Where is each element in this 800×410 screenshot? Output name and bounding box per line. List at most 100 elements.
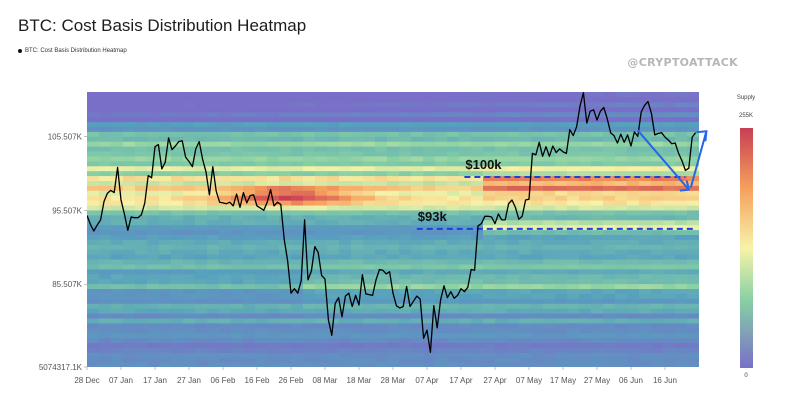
heatmap-cell bbox=[315, 165, 328, 172]
heatmap-cell bbox=[663, 244, 676, 250]
heatmap-cell bbox=[639, 239, 652, 245]
heatmap-cell bbox=[603, 308, 616, 314]
heatmap-cell bbox=[315, 204, 328, 211]
heatmap-cell bbox=[459, 106, 472, 113]
heatmap-cell bbox=[459, 111, 472, 118]
heatmap-cell bbox=[183, 317, 196, 324]
heatmap-cell bbox=[399, 362, 412, 367]
heatmap-cell bbox=[135, 322, 148, 329]
heatmap-cell bbox=[303, 332, 316, 339]
heatmap-cell bbox=[195, 224, 208, 231]
heatmap-cell bbox=[459, 254, 472, 260]
heatmap-cell bbox=[411, 96, 424, 103]
heatmap-cell bbox=[663, 219, 676, 226]
heatmap-cell bbox=[171, 342, 184, 348]
heatmap-cell bbox=[267, 229, 280, 236]
heatmap-cell bbox=[471, 126, 484, 132]
heatmap-cell bbox=[279, 303, 292, 309]
heatmap-cell bbox=[99, 214, 112, 221]
heatmap-cell bbox=[543, 160, 556, 167]
heatmap-cell bbox=[651, 258, 664, 265]
heatmap-cell bbox=[603, 121, 616, 127]
heatmap-cell bbox=[411, 200, 424, 206]
heatmap-cell bbox=[255, 332, 268, 339]
heatmap-cell bbox=[567, 288, 580, 294]
heatmap-cell bbox=[111, 92, 124, 98]
heatmap-cell bbox=[591, 352, 604, 358]
heatmap-cell bbox=[363, 146, 376, 152]
heatmap-cell bbox=[687, 146, 699, 152]
heatmap-cell bbox=[687, 165, 699, 172]
heatmap-cell bbox=[507, 121, 520, 127]
heatmap-cell bbox=[435, 165, 448, 172]
heatmap-cell bbox=[147, 229, 160, 236]
heatmap-cell bbox=[159, 342, 172, 348]
heatmap-cell bbox=[411, 283, 424, 290]
heatmap-cell bbox=[111, 131, 124, 137]
heatmap-cell bbox=[627, 106, 640, 113]
heatmap-cell bbox=[183, 170, 196, 177]
heatmap-cell bbox=[111, 224, 124, 231]
heatmap-cell bbox=[579, 332, 592, 339]
heatmap-cell bbox=[267, 204, 280, 211]
heatmap-cell bbox=[327, 239, 340, 245]
heatmap-cell bbox=[231, 249, 244, 255]
heatmap-cell bbox=[459, 229, 472, 236]
heatmap-cell bbox=[399, 131, 412, 137]
heatmap-cell bbox=[531, 180, 544, 186]
heatmap-cell bbox=[267, 317, 280, 324]
heatmap-cell bbox=[447, 322, 460, 329]
heatmap-cell bbox=[255, 268, 268, 275]
heatmap-cell bbox=[183, 362, 196, 367]
heatmap-cell bbox=[207, 268, 220, 275]
heatmap-cell bbox=[279, 121, 292, 127]
heatmap-cell bbox=[363, 229, 376, 236]
heatmap-cell bbox=[147, 234, 160, 240]
heatmap-cell bbox=[399, 121, 412, 127]
heatmap-cell bbox=[231, 342, 244, 348]
heatmap-cell bbox=[519, 229, 532, 236]
heatmap-cell bbox=[327, 175, 340, 181]
heatmap-cell bbox=[519, 317, 532, 324]
heatmap-cell bbox=[99, 263, 112, 270]
heatmap-cell bbox=[459, 204, 472, 211]
heatmap-cell bbox=[375, 254, 388, 260]
heatmap-cell bbox=[339, 258, 352, 265]
heatmap-cell bbox=[519, 308, 532, 314]
heatmap-cell bbox=[303, 347, 316, 353]
heatmap-cell bbox=[171, 101, 184, 108]
heatmap-cell bbox=[255, 155, 268, 162]
heatmap-cell bbox=[183, 111, 196, 118]
heatmap-cell bbox=[171, 317, 184, 324]
heatmap-cell bbox=[339, 229, 352, 236]
heatmap-cell bbox=[99, 219, 112, 226]
heatmap-cell bbox=[243, 283, 256, 290]
heatmap-cell bbox=[507, 96, 520, 103]
heatmap-cell bbox=[423, 170, 436, 177]
heatmap-cell bbox=[111, 268, 124, 275]
heatmap-cell bbox=[135, 195, 148, 201]
heatmap-cell bbox=[459, 303, 472, 309]
heatmap-cell bbox=[87, 337, 100, 344]
heatmap-cell bbox=[483, 204, 496, 211]
heatmap-cell bbox=[171, 249, 184, 255]
heatmap-cell bbox=[291, 106, 304, 113]
heatmap-cell bbox=[555, 308, 568, 314]
heatmap-cell bbox=[555, 312, 568, 319]
heatmap-cell bbox=[447, 160, 460, 167]
heatmap-cell bbox=[267, 357, 280, 363]
heatmap-cell bbox=[123, 224, 136, 231]
heatmap-cell bbox=[567, 106, 580, 113]
heatmap-cell bbox=[135, 204, 148, 211]
heatmap-cell bbox=[483, 347, 496, 353]
heatmap-cell bbox=[183, 278, 196, 285]
heatmap-cell bbox=[387, 342, 400, 348]
heatmap-cell bbox=[231, 347, 244, 353]
heatmap-cell bbox=[351, 141, 364, 147]
heatmap-cell bbox=[435, 146, 448, 152]
heatmap-cell bbox=[459, 317, 472, 324]
heatmap-cell bbox=[507, 298, 520, 304]
heatmap-cell bbox=[471, 352, 484, 358]
heatmap-cell bbox=[615, 239, 628, 245]
heatmap-cell bbox=[399, 160, 412, 167]
